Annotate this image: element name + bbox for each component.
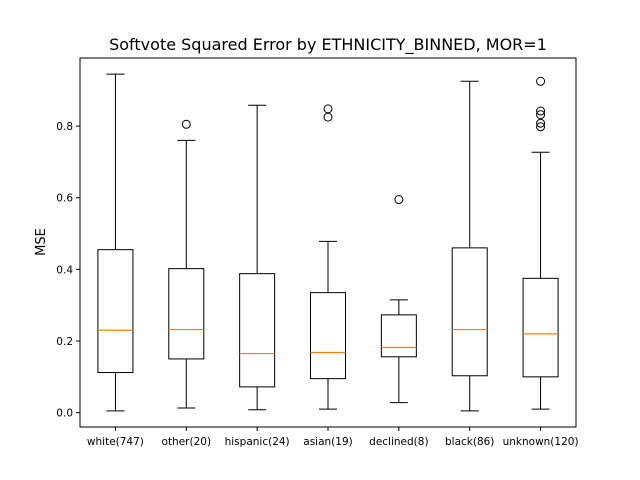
box-3 [239,104,276,411]
y-axis-ticks: 0.0 0.2 0.4 0.6 0.8 [56,121,80,420]
x-tick-label: declined(8) [369,436,428,448]
x-tick-label: unknown(120) [503,436,579,448]
iqr-box [522,277,559,378]
y-tick-label: 0.6 [56,193,73,205]
box-series [97,73,559,412]
outlier-point [536,76,546,86]
y-tick-label: 0.4 [56,264,73,276]
x-tick-label: hispanic(24) [225,436,290,448]
y-tick-label: 0.2 [56,336,73,348]
box-6 [451,80,488,412]
y-axis-label: MSE [34,228,49,256]
x-tick-label: other(20) [162,436,212,448]
x-tick-label: asian(19) [303,436,352,448]
iqr-box [310,292,346,380]
outlier-point [181,119,191,129]
y-tick-label: 0.8 [56,121,73,133]
x-axis-ticks: white(747) other(20) hispanic(24) asian(19)… [87,427,579,448]
outlier-point [536,118,546,128]
box-4 [310,104,346,410]
x-tick-label: white(747) [87,436,144,448]
box-5 [380,195,417,404]
outlier-point [536,110,546,120]
iqr-box [168,268,205,360]
outlier-point [394,195,404,205]
iqr-box [97,249,134,374]
outlier-point [323,112,333,122]
box-7 [522,76,559,410]
box-1 [97,73,134,412]
iqr-box [380,314,417,358]
outlier-point [536,122,546,132]
box-2 [168,119,205,409]
iqr-box [239,273,276,388]
y-tick-label: 0.0 [56,408,73,420]
iqr-box [451,247,488,377]
outlier-point [536,106,546,116]
x-tick-label: black(86) [445,436,494,448]
outlier-point [323,104,333,114]
chart-title: Softvote Squared Error by ETHNICITY_BINN… [109,35,547,55]
